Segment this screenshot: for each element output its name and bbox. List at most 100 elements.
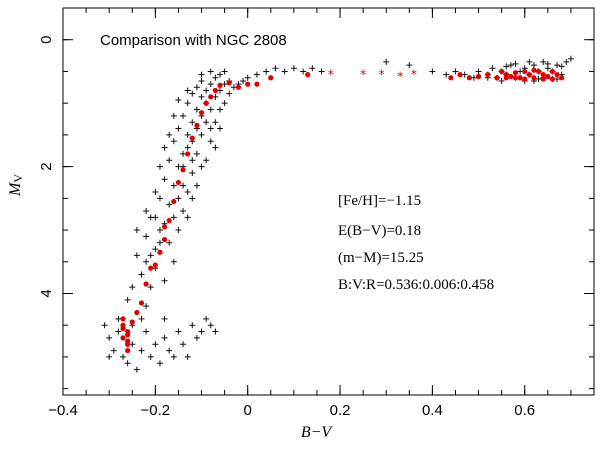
observed-star-point	[253, 71, 260, 78]
observed-star-point	[212, 93, 219, 100]
model-star-point	[499, 68, 505, 75]
model-star-point	[549, 76, 556, 82]
observed-star-point	[180, 208, 187, 215]
observed-star-point	[193, 150, 200, 157]
observed-star-point	[138, 315, 145, 322]
observed-star-point	[309, 65, 316, 72]
observed-star-point	[166, 347, 173, 354]
observed-star-point	[161, 334, 168, 341]
observed-star-point	[406, 62, 413, 69]
observed-star-point	[138, 347, 145, 354]
y-tick-label: 2	[38, 162, 55, 170]
observed-star-point	[193, 84, 200, 91]
observed-star-point	[567, 55, 574, 62]
observed-star-point	[175, 195, 182, 202]
x-tick-label: 0.4	[422, 402, 443, 419]
model-star-point	[125, 347, 131, 354]
annotation-distance-modulus: (m−M)=15.25	[338, 250, 424, 266]
annotation-ratio: B:V:R=0.536:0.006:0.458	[338, 277, 494, 293]
model-star-point	[120, 335, 126, 341]
observed-star-point	[152, 341, 159, 348]
observed-star-point	[124, 296, 131, 303]
model-star-point	[305, 72, 311, 78]
observed-star-point	[156, 360, 163, 367]
observed-star-point	[189, 322, 196, 329]
observed-star-point	[203, 119, 210, 126]
observed-star-point	[507, 62, 514, 69]
observed-star-point	[240, 77, 247, 84]
model-gap-point: *	[328, 68, 334, 82]
model-star-point	[466, 75, 472, 81]
observed-star-point	[184, 188, 191, 195]
observed-star-point	[189, 195, 196, 202]
observed-star-point	[207, 81, 214, 88]
axis-ticks	[62, 8, 595, 395]
observed-star-point	[207, 322, 214, 329]
observed-star-point	[143, 208, 150, 215]
observed-star-point	[161, 315, 168, 322]
observed-star-point	[170, 214, 177, 221]
model-star-point	[531, 75, 537, 81]
observed-star-point	[489, 65, 496, 72]
y-tick-label: 0	[38, 36, 55, 44]
observed-star-point	[198, 163, 205, 170]
model-star-point	[166, 217, 172, 224]
model-star-point	[161, 224, 168, 230]
observed-star-point	[212, 119, 219, 126]
plot-frame	[62, 7, 595, 396]
observed-star-point	[318, 68, 325, 75]
observed-star-point	[193, 106, 200, 113]
observed-star-point	[216, 106, 223, 113]
model-star-point	[203, 100, 209, 106]
observed-star-point	[452, 68, 459, 75]
model-star-point	[235, 84, 242, 90]
x-tick-label: −0.4	[48, 402, 78, 419]
observed-star-point	[203, 157, 210, 164]
model-star-point	[531, 67, 537, 73]
observed-star-point	[115, 328, 122, 335]
model-star-point	[448, 75, 454, 81]
observed-star-point	[106, 334, 113, 341]
observed-star-point	[166, 157, 173, 164]
model-star-point	[120, 316, 126, 322]
model-gap-point: *	[379, 68, 385, 82]
observed-star-point	[198, 71, 205, 78]
observed-star-point	[180, 182, 187, 189]
observed-star-point	[170, 353, 177, 360]
observed-star-point	[180, 150, 187, 157]
model-star-point	[194, 122, 200, 128]
observed-star-point	[193, 334, 200, 341]
observed-star-point	[212, 328, 219, 335]
observed-star-point	[152, 246, 159, 253]
y-axis-title-main: M	[7, 181, 24, 197]
observed-star-point	[170, 182, 177, 189]
observed-star-point	[147, 252, 154, 259]
model-star-point	[268, 75, 274, 81]
observed-star-point	[198, 93, 205, 100]
observed-star-point	[115, 315, 122, 322]
observed-star-point	[184, 214, 191, 221]
model-star-point	[129, 319, 135, 325]
model-star-point	[148, 265, 154, 271]
observed-star-point	[300, 68, 307, 75]
observed-star-point	[184, 131, 191, 138]
observed-star-point	[106, 353, 113, 360]
observed-star-point	[383, 58, 390, 65]
observed-star-point	[526, 58, 533, 65]
observed-star-point	[263, 68, 270, 75]
observed-star-point	[170, 258, 177, 265]
model-star-point	[512, 75, 519, 81]
observed-star-point	[184, 353, 191, 360]
y-tick-label: 4	[38, 289, 55, 297]
observed-star-point	[129, 284, 136, 291]
observed-star-point	[156, 195, 163, 202]
model-star-point	[226, 80, 232, 86]
model-star-point	[554, 72, 560, 78]
observed-star-point	[207, 68, 214, 75]
observed-star-point	[272, 65, 279, 72]
model-star-point	[535, 68, 542, 75]
observed-star-point	[244, 74, 251, 81]
observed-star-point	[170, 112, 177, 119]
model-star-point	[171, 198, 177, 205]
